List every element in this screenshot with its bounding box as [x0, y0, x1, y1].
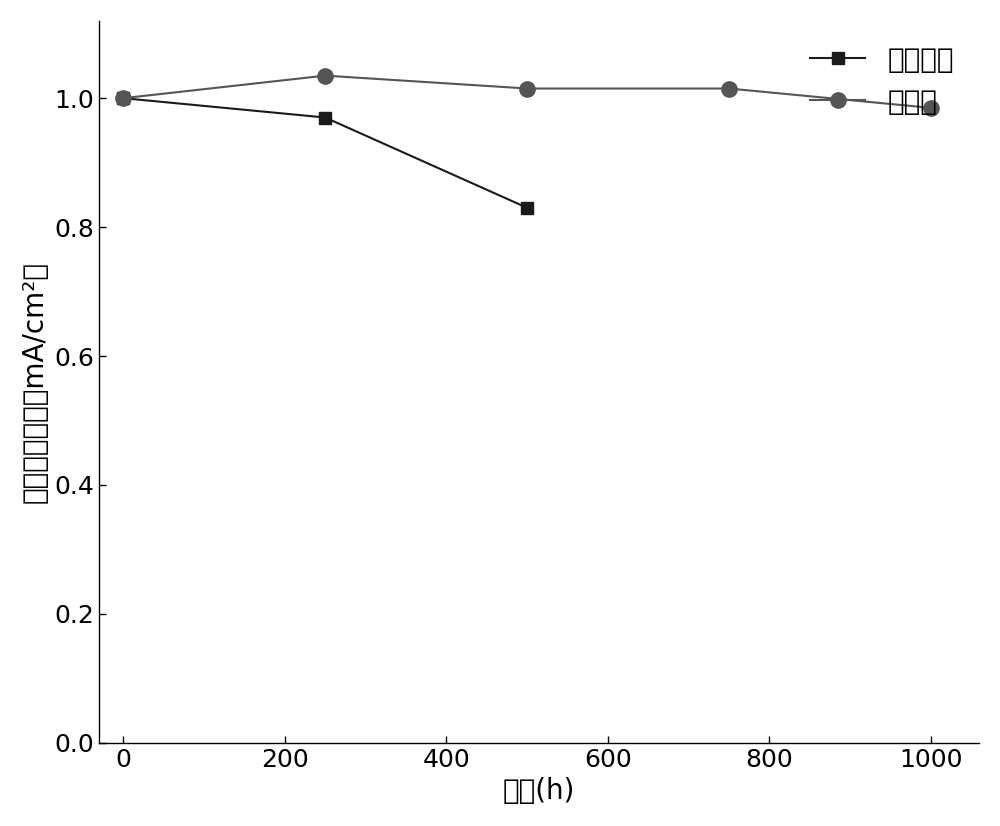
镰化剂	[521, 83, 533, 93]
镰化剂	[319, 71, 331, 81]
无镰化剂	[319, 112, 331, 122]
X-axis label: 时间(h): 时间(h)	[503, 777, 575, 805]
无镰化剂	[117, 93, 129, 103]
镰化剂	[925, 103, 937, 113]
镰化剂	[723, 83, 735, 93]
镰化剂	[117, 93, 129, 103]
Line: 无镰化剂: 无镰化剂	[117, 92, 533, 214]
Legend: 无镰化剂, 镰化剂: 无镰化剂, 镰化剂	[799, 35, 965, 127]
Y-axis label: 短路电流密度（mA/cm²）: 短路电流密度（mA/cm²）	[21, 261, 49, 503]
Line: 镰化剂: 镰化剂	[116, 68, 938, 116]
无镰化剂	[521, 203, 533, 213]
